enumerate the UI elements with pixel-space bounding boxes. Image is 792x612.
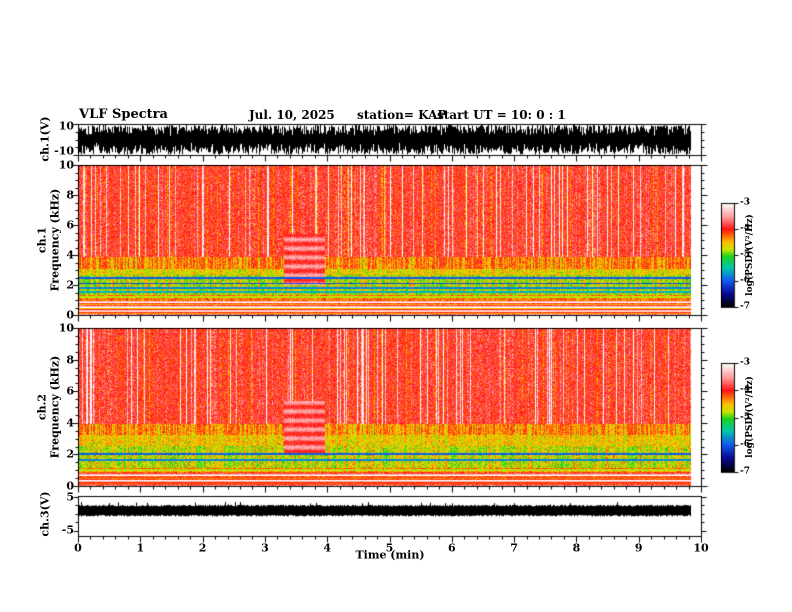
colorbar1-tick: -5 <box>740 249 750 260</box>
spec1-channel-label: ch.1 <box>35 226 49 254</box>
spec2-ytick: 4 <box>66 416 74 430</box>
ch1-wave-ytick: -10 <box>54 144 74 158</box>
spec1-ytick: 10 <box>58 158 74 172</box>
spec2-ytick: 8 <box>66 353 74 367</box>
colorbar2-tick: -4 <box>740 384 750 395</box>
colorbar2-tick: -7 <box>740 466 750 477</box>
x-tick: 6 <box>447 541 456 555</box>
x-tick: 3 <box>261 541 269 555</box>
x-tick: 2 <box>198 541 207 555</box>
ch3-ytick: -5 <box>61 523 74 537</box>
colorbar1-tick: -3 <box>740 197 750 208</box>
spec1-ytick: 8 <box>66 188 74 202</box>
x-tick: 1 <box>136 541 145 555</box>
ch1-wave-ytick: 10 <box>58 119 74 133</box>
ch3-wave-ylabel: ch.3(V) <box>38 491 52 537</box>
spec1-ytick: 4 <box>66 248 74 262</box>
colorbar2-tick: -6 <box>740 439 750 450</box>
spec1-axis-label: Frequency (kHz) <box>48 188 61 292</box>
spec2-ytick: 0 <box>66 479 74 493</box>
x-tick: 5 <box>385 541 394 555</box>
spec2-ytick: 2 <box>66 447 74 461</box>
x-tick: 10 <box>693 541 709 555</box>
ch3-ytick: 5 <box>66 490 74 504</box>
colorbar2-tick: -3 <box>740 357 750 368</box>
colorbar2-tick: -5 <box>740 412 750 422</box>
spec1-ylabel: ch.1 Frequency (kHz) <box>35 188 61 292</box>
spec2-ytick: 6 <box>66 384 74 398</box>
spec2-channel-label: ch.2 <box>35 393 49 421</box>
spec2-ytick: 10 <box>58 321 74 335</box>
x-tick: 4 <box>323 541 332 555</box>
x-tick: 8 <box>572 541 581 555</box>
colorbar1-tick: -4 <box>740 223 750 234</box>
colorbar1-tick: -6 <box>740 275 750 286</box>
x-tick: 7 <box>510 541 518 555</box>
spec1-ytick: 6 <box>66 218 74 232</box>
ch1-wave-ylabel: ch.1(V) <box>38 116 52 162</box>
spec1-ytick: 0 <box>66 308 74 322</box>
time-axis-label: Time (min) <box>355 548 425 562</box>
colorbar1-tick: -7 <box>740 301 750 312</box>
spec2-ylabel: ch.2 Frequency (kHz) <box>35 355 61 459</box>
x-tick: 9 <box>634 541 643 555</box>
x-tick: 0 <box>74 541 82 555</box>
spec2-axis-label: Frequency (kHz) <box>48 355 61 459</box>
spec1-ytick: 2 <box>66 278 74 292</box>
